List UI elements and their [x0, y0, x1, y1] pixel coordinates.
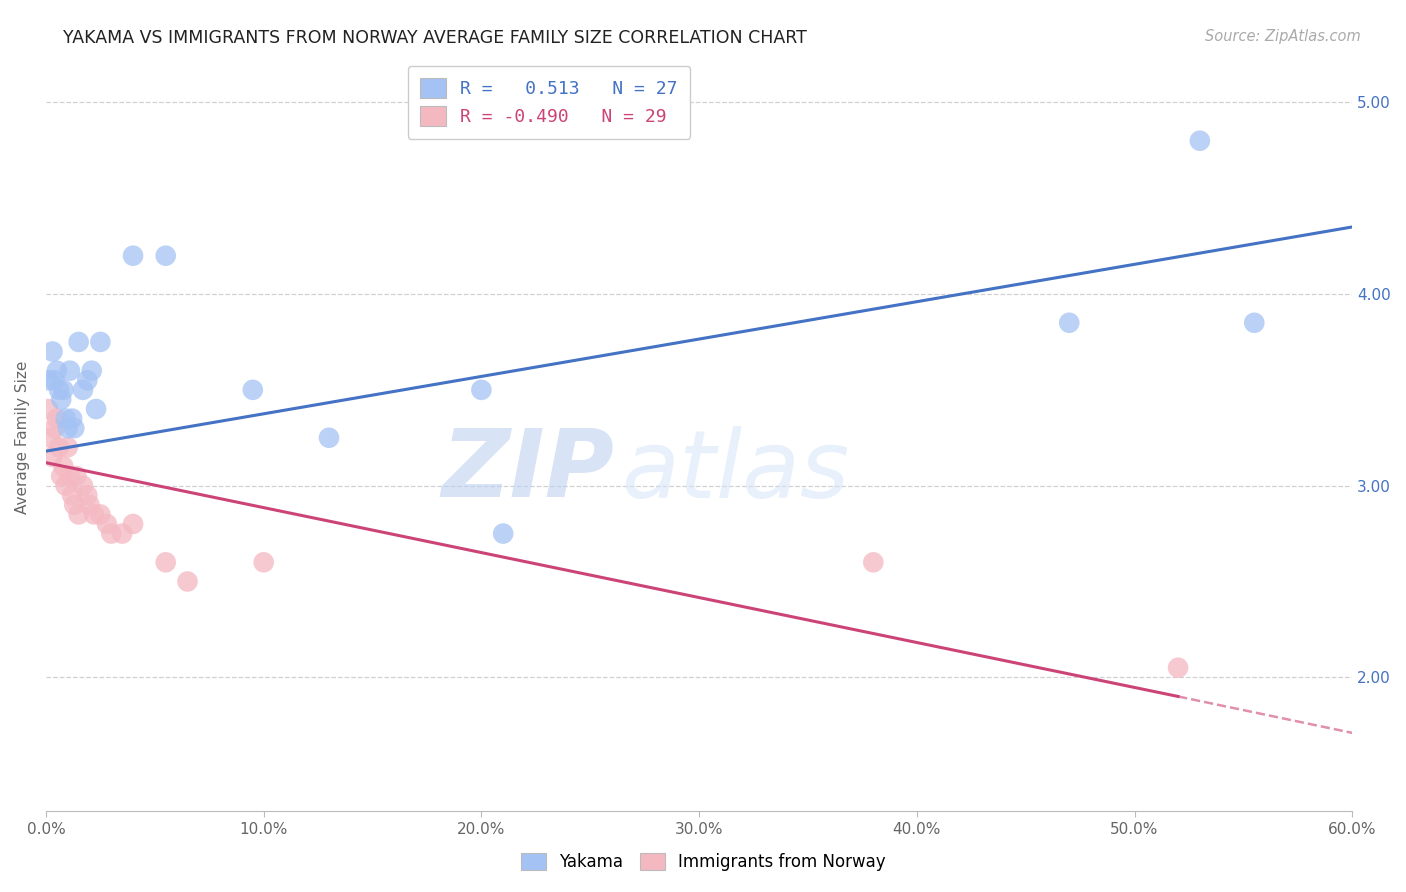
Point	[89, 508, 111, 522]
Point	[44, 373, 66, 387]
Point	[72, 383, 94, 397]
Point	[52, 459, 75, 474]
Point	[1243, 316, 1265, 330]
Point	[1057, 316, 1080, 330]
Point	[242, 383, 264, 397]
Point	[41, 344, 63, 359]
Point	[111, 526, 134, 541]
Point	[67, 508, 90, 522]
Point	[96, 516, 118, 531]
Point	[60, 488, 83, 502]
Point	[84, 402, 107, 417]
Point	[1188, 134, 1211, 148]
Point	[51, 469, 73, 483]
Point	[55, 411, 77, 425]
Point	[76, 373, 98, 387]
Point	[48, 440, 70, 454]
Point	[72, 478, 94, 492]
Legend: R =   0.513   N = 27, R = -0.490   N = 29: R = 0.513 N = 27, R = -0.490 N = 29	[408, 66, 690, 139]
Point	[122, 249, 145, 263]
Point	[155, 555, 177, 569]
Point	[39, 431, 62, 445]
Y-axis label: Average Family Size: Average Family Size	[15, 361, 30, 515]
Point	[37, 402, 59, 417]
Point	[63, 498, 86, 512]
Point	[67, 334, 90, 349]
Point	[59, 364, 82, 378]
Point	[55, 478, 77, 492]
Point	[79, 498, 101, 512]
Point	[862, 555, 884, 569]
Point	[492, 526, 515, 541]
Point	[122, 516, 145, 531]
Point	[45, 364, 67, 378]
Point	[41, 450, 63, 464]
Text: YAKAMA VS IMMIGRANTS FROM NORWAY AVERAGE FAMILY SIZE CORRELATION CHART: YAKAMA VS IMMIGRANTS FROM NORWAY AVERAGE…	[63, 29, 807, 46]
Point	[470, 383, 492, 397]
Point	[37, 373, 59, 387]
Point	[59, 469, 82, 483]
Point	[80, 364, 103, 378]
Text: Source: ZipAtlas.com: Source: ZipAtlas.com	[1205, 29, 1361, 44]
Point	[51, 392, 73, 407]
Point	[56, 421, 79, 435]
Text: atlas: atlas	[620, 425, 849, 516]
Point	[48, 383, 70, 397]
Point	[1167, 661, 1189, 675]
Point	[89, 334, 111, 349]
Point	[63, 421, 86, 435]
Point	[52, 383, 75, 397]
Point	[76, 488, 98, 502]
Text: ZIP: ZIP	[441, 425, 614, 517]
Point	[65, 469, 87, 483]
Point	[318, 431, 340, 445]
Point	[176, 574, 198, 589]
Point	[253, 555, 276, 569]
Point	[155, 249, 177, 263]
Point	[56, 440, 79, 454]
Point	[100, 526, 122, 541]
Legend: Yakama, Immigrants from Norway: Yakama, Immigrants from Norway	[512, 845, 894, 880]
Point	[44, 421, 66, 435]
Point	[45, 411, 67, 425]
Point	[83, 508, 105, 522]
Point	[60, 411, 83, 425]
